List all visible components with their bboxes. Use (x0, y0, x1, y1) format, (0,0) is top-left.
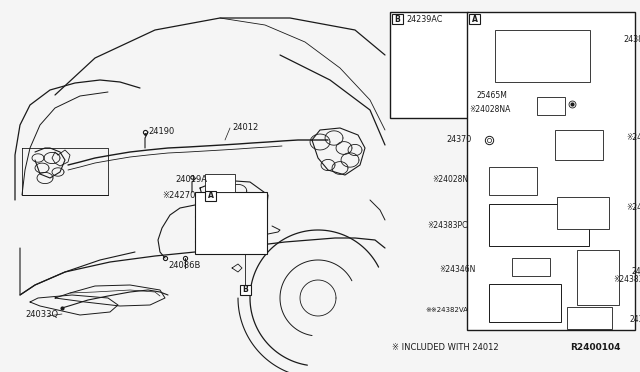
Bar (392, 14, 403, 24)
Text: ※ INCLUDED WITH 24012: ※ INCLUDED WITH 24012 (392, 343, 499, 353)
Text: A: A (472, 15, 477, 23)
Text: B: B (243, 285, 248, 295)
Text: 24382UA: 24382UA (632, 267, 640, 276)
Text: B: B (395, 15, 401, 23)
Text: 24382R: 24382R (623, 35, 640, 45)
Bar (567, 307, 612, 329)
Text: 25465M: 25465M (476, 92, 507, 100)
Text: ※24346N: ※24346N (440, 266, 476, 275)
Bar (205, 174, 235, 192)
Text: 24012: 24012 (232, 122, 259, 131)
Text: 24033Q: 24033Q (25, 310, 58, 318)
Bar (390, 12, 468, 118)
Bar (577, 250, 619, 305)
Text: 24370: 24370 (447, 135, 472, 144)
Bar (489, 167, 537, 195)
Bar (469, 14, 480, 24)
Text: 24086B: 24086B (168, 260, 200, 269)
Text: ※24383PA: ※24383PA (613, 276, 640, 285)
Bar (240, 285, 251, 295)
Bar (205, 191, 216, 201)
Text: 24382V: 24382V (630, 315, 640, 324)
Text: ※※24382VA: ※※24382VA (425, 307, 468, 313)
Text: 24239AC: 24239AC (406, 16, 442, 25)
Text: A: A (207, 192, 213, 201)
Bar (489, 204, 589, 246)
Bar (537, 97, 565, 115)
Bar (489, 284, 561, 322)
Bar (495, 30, 590, 82)
Text: ※24028NA: ※24028NA (470, 106, 511, 115)
Text: ※24028N: ※24028N (432, 176, 468, 185)
Text: 24019A: 24019A (175, 176, 207, 185)
Text: ※24270: ※24270 (162, 190, 195, 199)
Text: ※24381: ※24381 (626, 134, 640, 142)
Bar (512, 258, 550, 276)
Bar (557, 197, 609, 229)
Text: 24190: 24190 (148, 126, 174, 135)
Text: ※24391+A: ※24391+A (626, 203, 640, 212)
Bar (555, 130, 603, 160)
Text: ※24383PC: ※24383PC (428, 221, 468, 230)
Bar (195, 192, 267, 254)
Bar (467, 12, 635, 330)
Text: R2400104: R2400104 (570, 343, 621, 353)
